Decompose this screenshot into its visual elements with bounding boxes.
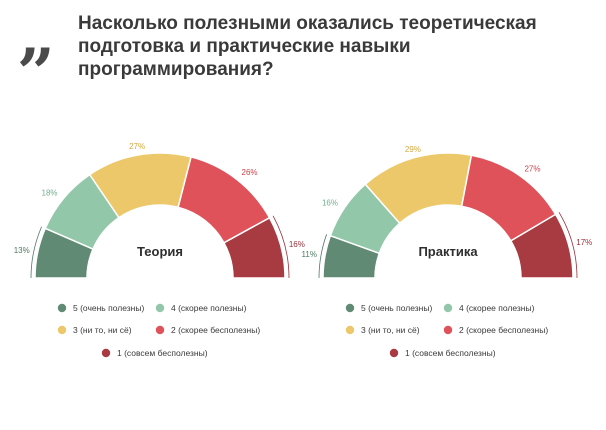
legend-dot-2 bbox=[443, 325, 453, 335]
legend-dot-4 bbox=[155, 303, 165, 313]
legend-label-3: 3 (ни то, ни сё) bbox=[73, 325, 132, 335]
quote-icon: „ bbox=[18, 0, 56, 74]
half-donut-chart-1: 13% 18% 27% 26% 16% Теория 5 (очень полезны) 4 … bbox=[14, 142, 305, 358]
data-label-5: 11% bbox=[302, 250, 317, 259]
half-donut-chart-2: 11% 16% 29% 27% 17% Практика 5 (очень полезны)… bbox=[302, 145, 593, 358]
data-label-1: 17% bbox=[576, 238, 592, 247]
label-bracket-1 bbox=[558, 212, 578, 279]
data-label-3: 29% bbox=[405, 145, 421, 154]
legend-item-5: 5 (очень полезны) bbox=[57, 303, 144, 313]
legend-item-3: 3 (ни то, ни сё) bbox=[345, 325, 420, 335]
legend-dot-5 bbox=[345, 303, 355, 313]
label-bracket-1 bbox=[272, 215, 290, 279]
legend-dot-5 bbox=[57, 303, 67, 313]
legend-item-5: 5 (очень полезны) bbox=[345, 303, 432, 313]
chart-center-label: Теория bbox=[137, 244, 183, 259]
legend-label-5: 5 (очень полезны) bbox=[73, 303, 144, 313]
legend-label-1: 1 (совсем бесполезны) bbox=[405, 348, 496, 358]
legend-item-1: 1 (совсем бесполезны) bbox=[101, 348, 208, 358]
data-label-4: 18% bbox=[42, 188, 58, 197]
label-bracket-5 bbox=[318, 234, 328, 279]
legend-item-1: 1 (совсем бесполезны) bbox=[389, 348, 496, 358]
legend-label-1: 1 (совсем бесполезны) bbox=[117, 348, 208, 358]
page-title: Насколько полезными оказались теоретичес… bbox=[78, 13, 537, 80]
legend-label-2: 2 (скорее бесполезны) bbox=[459, 325, 548, 335]
legend-label-5: 5 (очень полезны) bbox=[361, 303, 432, 313]
legend-item-4: 4 (скорее полезны) bbox=[155, 303, 247, 313]
legend-label-3: 3 (ни то, ни сё) bbox=[361, 325, 420, 335]
legend-item-2: 2 (скорее бесполезны) bbox=[155, 325, 260, 335]
data-label-5: 13% bbox=[14, 246, 30, 255]
legend-item-3: 3 (ни то, ни сё) bbox=[57, 325, 132, 335]
legend-dot-4 bbox=[443, 303, 453, 313]
legend-item-4: 4 (скорее полезны) bbox=[443, 303, 535, 313]
legend-label-4: 4 (скорее полезны) bbox=[459, 303, 535, 313]
legend-label-4: 4 (скорее полезны) bbox=[171, 303, 247, 313]
data-label-2: 27% bbox=[524, 164, 540, 173]
legend-dot-2 bbox=[155, 325, 165, 335]
data-label-4: 16% bbox=[322, 198, 338, 207]
label-bracket-5 bbox=[30, 226, 42, 279]
legend-dot-1 bbox=[389, 348, 399, 358]
chart-center-label: Практика bbox=[418, 244, 478, 259]
data-label-1: 16% bbox=[289, 240, 305, 249]
data-label-3: 27% bbox=[129, 142, 145, 151]
legend-label-2: 2 (скорее бесполезны) bbox=[171, 325, 260, 335]
legend-item-2: 2 (скорее бесполезны) bbox=[443, 325, 548, 335]
data-label-2: 26% bbox=[242, 168, 258, 177]
legend-dot-3 bbox=[345, 325, 355, 335]
legend-dot-1 bbox=[101, 348, 111, 358]
slice-1 bbox=[509, 213, 574, 279]
legend-dot-3 bbox=[57, 325, 67, 335]
slice-1 bbox=[222, 216, 286, 279]
